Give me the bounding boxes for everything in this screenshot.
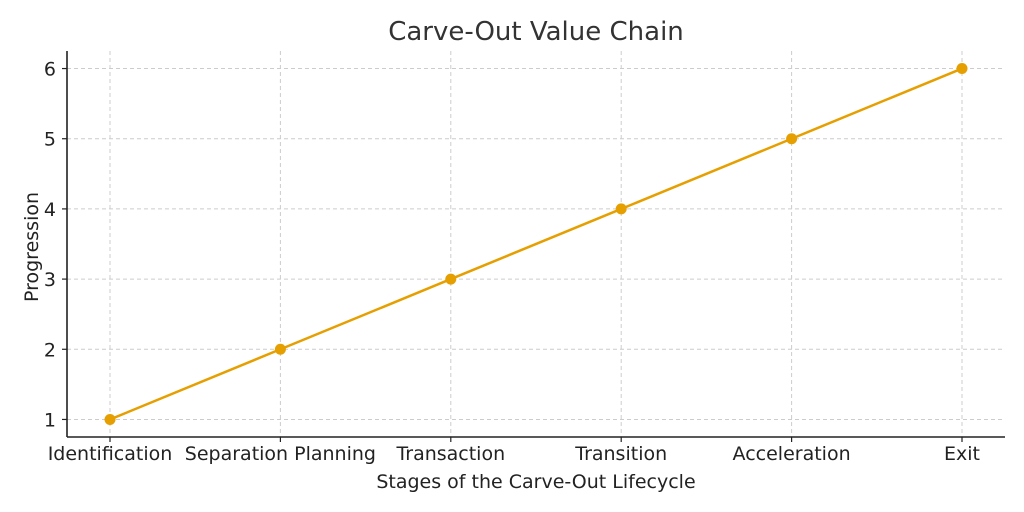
x-tick-label: Identification xyxy=(48,443,173,465)
x-axis-label: Stages of the Carve-Out Lifecycle xyxy=(376,471,695,493)
y-tick-label: 4 xyxy=(44,199,56,221)
grid-lines xyxy=(67,51,1005,437)
y-tick-label: 5 xyxy=(44,129,56,151)
x-tick-label: Exit xyxy=(944,443,980,465)
data-point-marker xyxy=(274,343,286,355)
y-tick-label: 6 xyxy=(44,59,56,81)
x-tick-label: Transition xyxy=(574,443,667,465)
axes xyxy=(66,51,1005,438)
chart-title: Carve-Out Value Chain xyxy=(388,17,684,47)
y-tick-label: 2 xyxy=(44,339,56,361)
data-point-marker xyxy=(786,133,798,145)
series-line xyxy=(109,67,963,421)
data-point-marker xyxy=(615,203,627,215)
x-tick-labels: Identification Separation Planning Transac… xyxy=(48,437,980,465)
data-point-marker xyxy=(445,273,457,285)
x-tick-label: Transaction xyxy=(395,443,505,465)
x-tick-label: Acceleration xyxy=(733,443,851,465)
y-tick-label: 3 xyxy=(44,269,56,291)
y-axis-label: Progression xyxy=(21,192,43,302)
y-tick-label: 1 xyxy=(44,409,56,431)
data-point-marker xyxy=(956,63,968,75)
data-series xyxy=(104,63,968,425)
y-tick-labels: 1 2 3 4 5 6 xyxy=(44,59,67,431)
data-point-marker xyxy=(104,413,116,425)
x-tick-label: Separation Planning xyxy=(185,443,376,465)
